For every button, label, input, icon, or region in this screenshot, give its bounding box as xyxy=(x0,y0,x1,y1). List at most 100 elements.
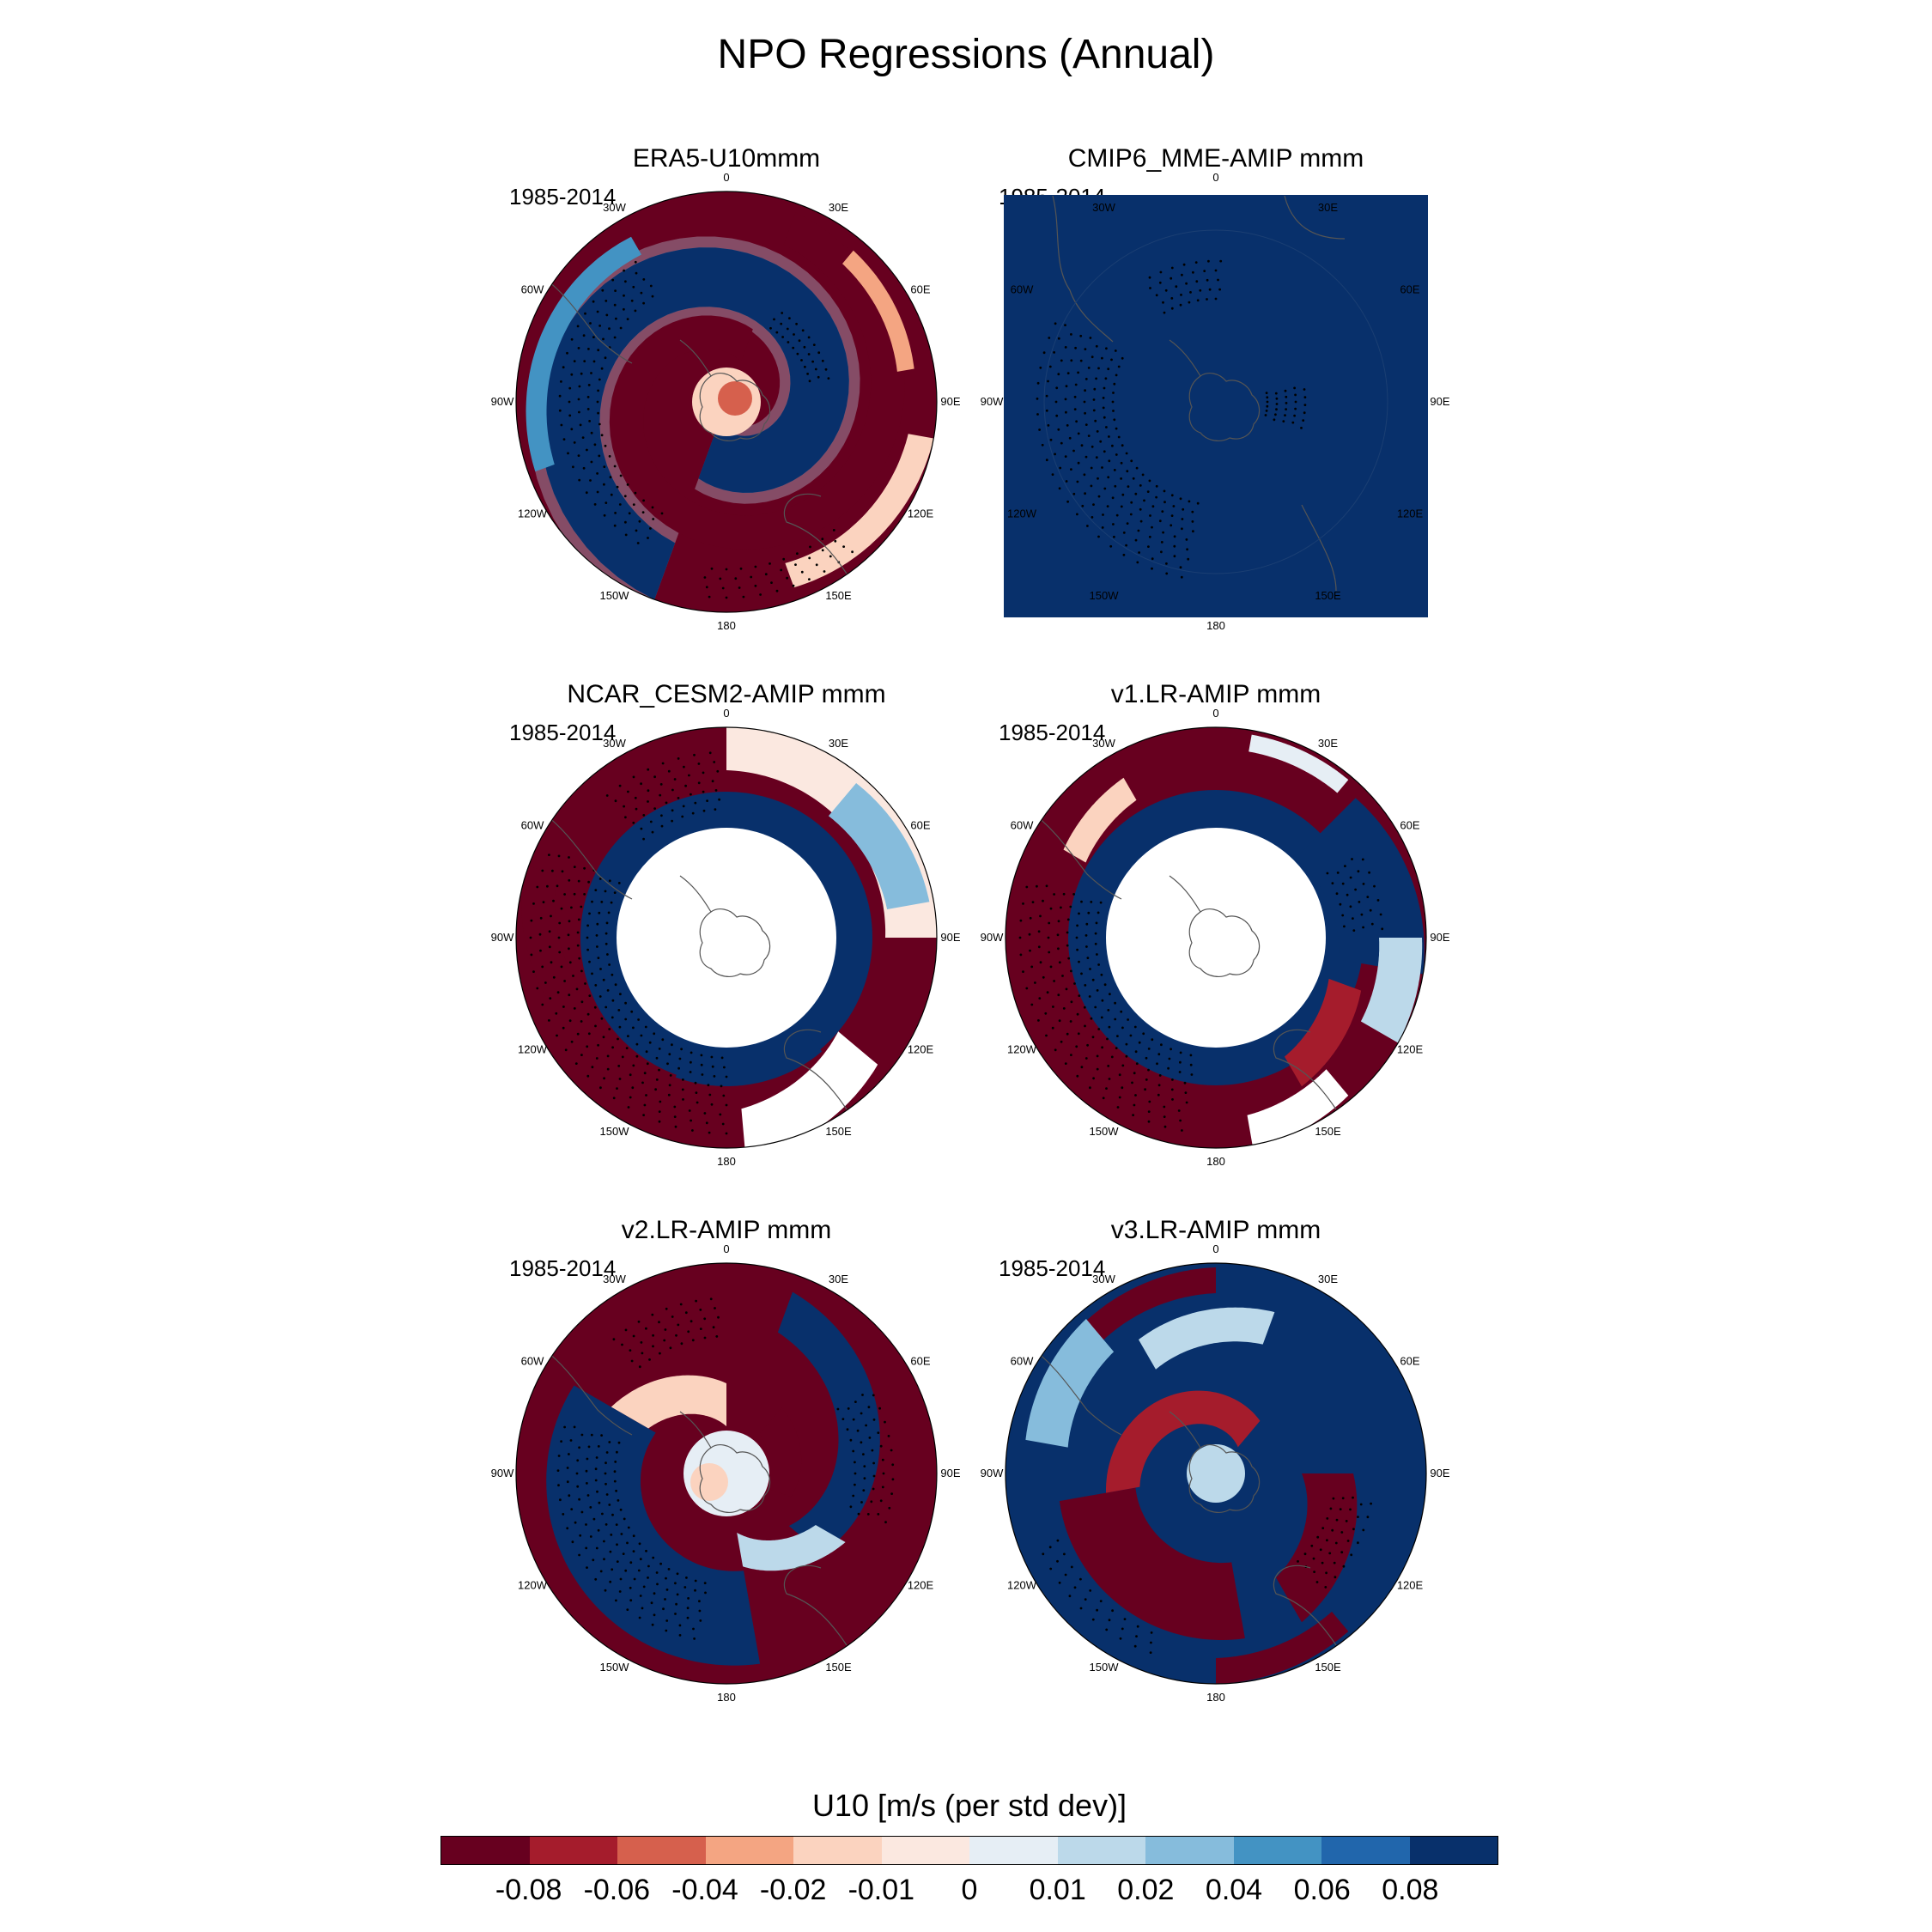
significance-dot xyxy=(1133,1025,1137,1029)
significance-dot xyxy=(590,431,593,434)
significance-dot xyxy=(1147,1048,1151,1050)
antarctica-coastline xyxy=(679,875,771,977)
significance-dot xyxy=(1045,409,1048,412)
significance-dot xyxy=(725,596,728,599)
significance-dot xyxy=(1362,926,1364,929)
significance-dot xyxy=(579,423,582,427)
significance-dot xyxy=(1066,372,1070,374)
significance-dot xyxy=(658,1110,661,1113)
significance-dot xyxy=(1112,392,1115,394)
significance-dot xyxy=(1302,419,1305,422)
significance-dot xyxy=(619,993,622,996)
significance-dot xyxy=(1340,1551,1344,1554)
significance-dot xyxy=(1294,407,1297,410)
significance-dot xyxy=(1284,389,1287,392)
significance-dot xyxy=(1181,273,1183,276)
significance-dot xyxy=(1179,303,1182,307)
significance-dot xyxy=(604,444,607,447)
significance-dot xyxy=(604,1472,607,1475)
significance-dot xyxy=(1108,1025,1111,1029)
significance-dot xyxy=(1041,443,1044,447)
significance-dot xyxy=(586,1457,589,1461)
coastline xyxy=(1284,195,1346,240)
significance-dot xyxy=(871,1449,874,1452)
significance-dot xyxy=(1160,541,1163,544)
significance-dot xyxy=(576,931,580,934)
significance-dot xyxy=(566,1527,569,1530)
map-border xyxy=(515,1262,938,1685)
significance-dot xyxy=(632,1334,635,1338)
significance-dot xyxy=(1195,280,1199,283)
significance-dot xyxy=(798,339,801,343)
significance-dot xyxy=(1055,414,1059,417)
significance-dot xyxy=(608,1504,611,1506)
significance-dot xyxy=(1334,1576,1337,1579)
significance-dot xyxy=(530,953,533,957)
significance-dot xyxy=(1090,901,1093,903)
significance-dot xyxy=(1121,1086,1124,1090)
significance-dot xyxy=(691,1129,694,1132)
significance-dot xyxy=(769,326,772,330)
significance-dot xyxy=(630,299,634,302)
significance-dot xyxy=(572,975,574,977)
significance-dot xyxy=(1077,461,1080,465)
significance-dot xyxy=(773,318,775,321)
significance-dot xyxy=(781,336,784,338)
significance-dot xyxy=(1343,925,1346,928)
significance-dot xyxy=(585,1469,588,1473)
significance-dot xyxy=(1062,892,1066,896)
significance-dot xyxy=(795,322,798,325)
significance-dot xyxy=(1080,444,1084,447)
significance-dot xyxy=(592,360,596,363)
significance-dot xyxy=(1294,400,1297,404)
significance-dot xyxy=(1057,947,1060,951)
significance-dot xyxy=(1179,1119,1182,1122)
significance-dot xyxy=(1138,1041,1141,1044)
significance-dot xyxy=(677,757,680,760)
significance-dot xyxy=(821,549,824,552)
panel-title: CMIP6_MME-AMIP mmm xyxy=(1067,144,1364,173)
anomaly-band xyxy=(675,1021,823,1086)
significance-dot xyxy=(1117,435,1121,439)
polar-map: 0 30E 60E 90E 120E 150E 180 150W 120W 90W 60W 30W xyxy=(491,171,961,632)
significance-dot xyxy=(738,586,741,589)
significance-dot xyxy=(530,919,533,922)
significance-dot xyxy=(1336,872,1340,874)
significance-dot xyxy=(618,1025,622,1029)
significance-dot xyxy=(586,1482,588,1485)
significance-dot xyxy=(1060,906,1062,909)
significance-dot xyxy=(587,1032,591,1036)
significance-dot xyxy=(640,1341,643,1344)
significance-dot xyxy=(592,300,595,303)
significance-dot xyxy=(611,278,615,282)
significance-dot xyxy=(610,493,613,496)
significance-dot xyxy=(626,1608,629,1611)
significance-dot xyxy=(616,1087,618,1090)
significance-dot xyxy=(1168,1057,1171,1060)
significance-dot xyxy=(1083,1005,1086,1009)
significance-dot xyxy=(750,575,753,579)
significance-dot xyxy=(1115,427,1118,430)
significance-dot xyxy=(605,1523,608,1526)
significance-dot xyxy=(600,367,604,370)
significance-dot xyxy=(703,576,707,579)
significance-dot xyxy=(1115,1047,1118,1049)
significance-dot xyxy=(1099,1600,1103,1602)
significance-dot xyxy=(605,300,608,302)
significance-dot xyxy=(617,1499,620,1502)
significance-dot xyxy=(1189,291,1192,294)
polar-map: 0 30E 60E 90E 120E 150E 180 150W 120W 90W 60W 30W xyxy=(491,1242,961,1704)
significance-dot xyxy=(1036,398,1039,400)
significance-dot xyxy=(1084,423,1088,426)
significance-dot xyxy=(852,1494,855,1498)
significance-dot xyxy=(1147,1110,1151,1113)
significance-dot xyxy=(788,317,791,319)
significance-dot xyxy=(653,1032,656,1036)
significance-dot xyxy=(634,491,637,495)
map-border xyxy=(1005,1262,1427,1685)
significance-dot xyxy=(1095,377,1097,380)
longitude-label: 90E xyxy=(940,931,960,944)
significance-dot xyxy=(1326,1539,1328,1542)
significance-dot xyxy=(725,1075,728,1078)
significance-dot xyxy=(679,1303,683,1306)
